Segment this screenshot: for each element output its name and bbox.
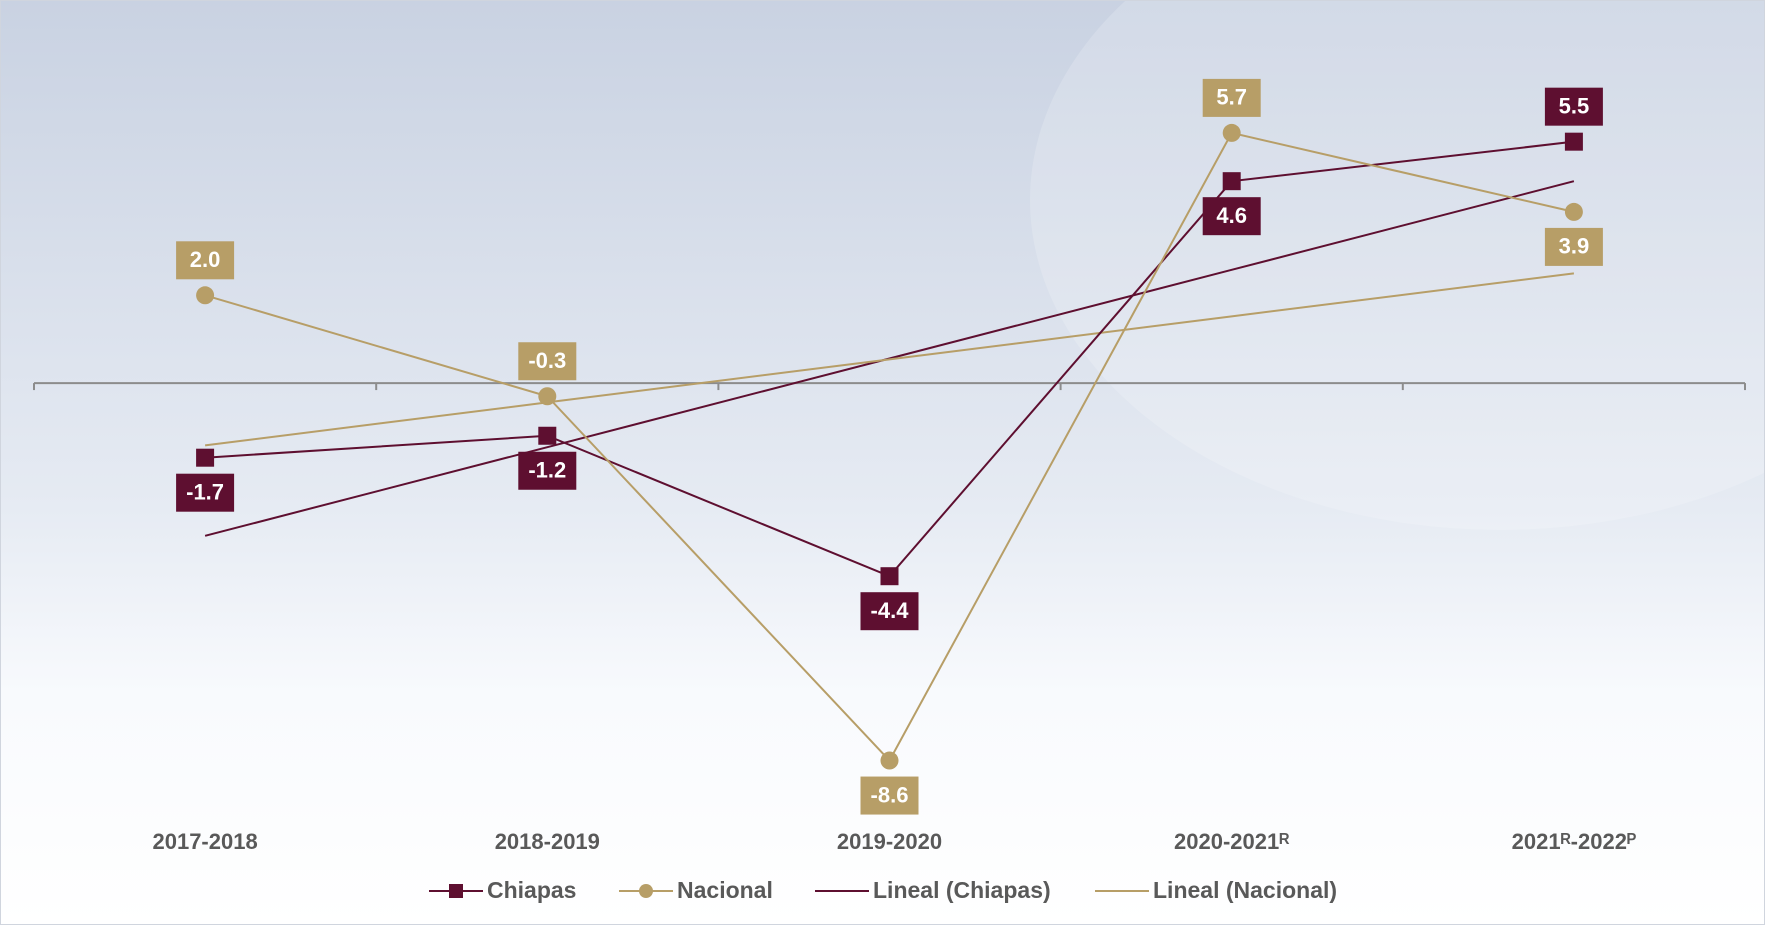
data-label: 4.6 bbox=[1216, 203, 1247, 228]
marker bbox=[196, 286, 215, 305]
marker bbox=[1564, 202, 1583, 221]
data-label: -8.6 bbox=[871, 782, 909, 807]
legend-label: Lineal (Chiapas) bbox=[873, 877, 1051, 903]
marker bbox=[880, 567, 899, 586]
x-tick-label: 2018-2019 bbox=[495, 829, 600, 854]
legend-marker bbox=[639, 884, 653, 898]
marker bbox=[538, 426, 557, 445]
marker bbox=[1222, 123, 1241, 142]
data-label-box bbox=[518, 451, 577, 490]
data-label: 5.5 bbox=[1559, 93, 1590, 118]
marker bbox=[538, 387, 557, 406]
data-label-box bbox=[860, 776, 919, 815]
data-label-box bbox=[860, 592, 919, 631]
marker bbox=[1564, 132, 1583, 151]
x-tick-label: 2019-2020 bbox=[837, 829, 942, 854]
data-label-box bbox=[1202, 78, 1261, 117]
data-label-box bbox=[176, 241, 235, 280]
legend-label: Nacional bbox=[677, 877, 773, 903]
data-label: 3.9 bbox=[1559, 234, 1590, 259]
legend-label: Lineal (Nacional) bbox=[1153, 877, 1337, 903]
data-label: 2.0 bbox=[190, 247, 221, 272]
data-label-box bbox=[1544, 227, 1603, 266]
data-label: 5.7 bbox=[1216, 85, 1247, 110]
data-label: -1.2 bbox=[528, 458, 566, 483]
x-tick-label: 2021ᴿ-2022ᴾ bbox=[1512, 829, 1637, 854]
data-label: -1.7 bbox=[186, 480, 224, 505]
data-label-box bbox=[1544, 87, 1603, 126]
background-shape bbox=[1030, 0, 1765, 530]
legend-label: Chiapas bbox=[487, 877, 576, 903]
data-label-box bbox=[1202, 197, 1261, 236]
data-label-box bbox=[176, 473, 235, 512]
marker bbox=[1222, 172, 1241, 191]
data-label: -0.3 bbox=[528, 348, 566, 373]
trendline bbox=[204, 272, 1575, 447]
legend-marker bbox=[449, 884, 463, 898]
marker bbox=[196, 448, 215, 467]
data-label: -4.4 bbox=[871, 598, 910, 623]
data-label-box bbox=[518, 342, 577, 381]
marker bbox=[880, 751, 899, 770]
x-tick-label: 2020-2021ᴿ bbox=[1174, 829, 1289, 854]
x-tick-label: 2017-2018 bbox=[152, 829, 257, 854]
